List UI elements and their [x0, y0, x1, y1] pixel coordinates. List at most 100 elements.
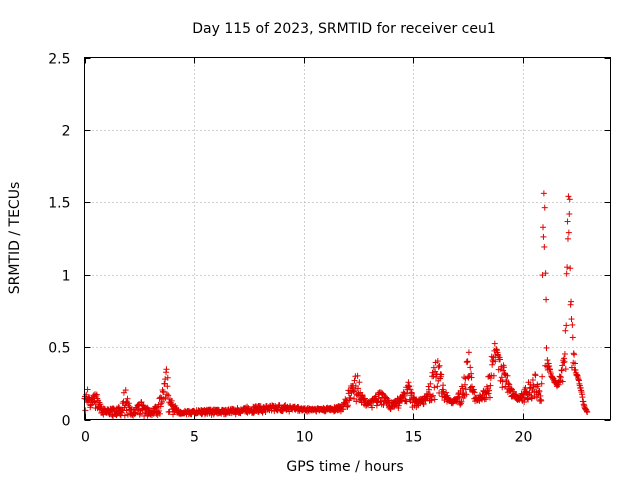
- data-point: [351, 387, 358, 394]
- data-point: [347, 394, 354, 401]
- data-point: [138, 399, 145, 406]
- data-point: [564, 235, 571, 242]
- data-point: [486, 394, 493, 401]
- data-point: [569, 321, 576, 328]
- data-point: [162, 376, 169, 383]
- grid-lines: [84, 57, 611, 420]
- data-point: [559, 378, 566, 385]
- y-tick-label: 2.5: [48, 52, 70, 68]
- data-point: [567, 265, 574, 272]
- data-point: [504, 372, 511, 379]
- data-point: [457, 401, 464, 408]
- data-point: [456, 393, 463, 400]
- data-point: [571, 360, 578, 367]
- data-point: [486, 387, 493, 394]
- y-tick-label: 2: [62, 124, 71, 140]
- data-point: [125, 400, 132, 407]
- data-point: [568, 316, 575, 323]
- data-point: [532, 372, 539, 379]
- data-point: [354, 372, 361, 379]
- data-point: [500, 367, 507, 374]
- data-point: [344, 402, 351, 409]
- data-point: [561, 350, 568, 357]
- data-point: [538, 380, 545, 387]
- data-point: [434, 383, 441, 390]
- x-tick-label: 10: [296, 430, 314, 446]
- data-point: [500, 364, 507, 371]
- data-point: [557, 374, 564, 381]
- data-point: [164, 374, 171, 381]
- data-point: [558, 367, 565, 374]
- data-point: [356, 379, 363, 386]
- data-point: [543, 344, 550, 351]
- data-point: [563, 270, 570, 277]
- data-point: [156, 410, 163, 417]
- data-point: [467, 364, 474, 371]
- data-point: [487, 382, 494, 389]
- data-point: [262, 409, 269, 416]
- data-point: [539, 224, 546, 231]
- data-point: [406, 396, 413, 403]
- y-tick-label: 1.5: [48, 196, 70, 212]
- data-point: [498, 374, 505, 381]
- data-point: [471, 389, 478, 396]
- data-point: [564, 218, 571, 225]
- data-point: [463, 391, 470, 398]
- data-point: [431, 384, 438, 391]
- x-tick-label: 15: [405, 430, 423, 446]
- data-point: [406, 383, 413, 390]
- y-tick-label: 0.5: [48, 341, 70, 357]
- data-point: [426, 386, 433, 393]
- x-axis-label: GPS time / hours: [286, 459, 403, 475]
- data-point: [541, 204, 548, 211]
- data-point: [539, 272, 546, 279]
- data-point: [436, 362, 443, 369]
- data-point: [122, 387, 129, 394]
- data-point: [163, 366, 170, 373]
- data-point: [534, 383, 541, 390]
- data-point: [571, 351, 578, 358]
- data-point: [566, 210, 573, 217]
- data-point: [353, 398, 360, 405]
- data-point: [565, 229, 572, 236]
- data-point: [407, 386, 414, 393]
- data-point: [435, 364, 442, 371]
- x-tick-label: 5: [190, 430, 199, 446]
- data-point: [458, 398, 465, 405]
- data-point: [152, 404, 159, 411]
- data-point: [538, 397, 545, 404]
- data-point: [429, 392, 436, 399]
- data-point: [429, 369, 436, 376]
- data-point: [144, 404, 151, 411]
- data-point: [403, 398, 410, 405]
- data-point: [244, 403, 251, 410]
- data-point: [163, 391, 170, 398]
- data-point: [541, 243, 548, 250]
- data-point: [157, 394, 164, 401]
- data-point: [544, 357, 551, 364]
- data-point: [465, 349, 472, 356]
- data-point: [124, 395, 131, 402]
- data-point: [156, 407, 163, 414]
- y-tick-label: 0: [62, 414, 71, 430]
- data-point: [460, 390, 467, 397]
- data-point: [521, 399, 528, 406]
- data-point: [540, 190, 547, 197]
- data-point: [529, 376, 536, 383]
- data-point: [467, 384, 474, 391]
- data-point: [350, 388, 357, 395]
- data-point: [542, 270, 549, 277]
- data-point: [506, 381, 513, 388]
- data-point: [438, 371, 445, 378]
- data-point: [565, 193, 572, 200]
- data-point: [569, 334, 576, 341]
- data-point: [568, 298, 575, 305]
- data-point: [562, 366, 569, 373]
- data-point: [82, 407, 89, 414]
- data-point: [351, 377, 358, 384]
- data-point: [123, 407, 130, 414]
- data-point: [383, 394, 390, 401]
